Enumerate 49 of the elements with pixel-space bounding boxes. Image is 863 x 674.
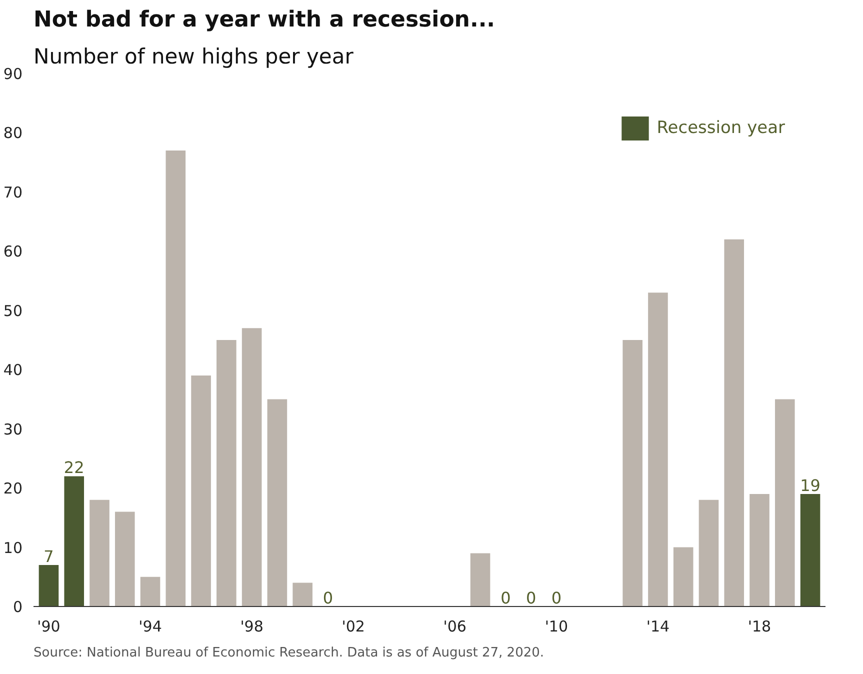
bar — [800, 494, 820, 606]
bar — [90, 500, 110, 606]
bar — [38, 565, 59, 606]
y-tick-label: 60 — [3, 242, 23, 261]
y-tick-label: 20 — [3, 480, 23, 498]
bar — [292, 582, 312, 606]
x-tick-label: '10 — [544, 618, 568, 636]
x-tick-label: '98 — [240, 618, 264, 636]
data-label: 19 — [800, 476, 820, 495]
y-tick-label: 40 — [3, 361, 23, 380]
data-label: 0 — [500, 588, 511, 608]
y-tick-label: 0 — [12, 598, 23, 616]
source-note: Source: National Bureau of Economic Research. Data is as of August 27, 2020. — [34, 646, 544, 660]
y-tick-label: 30 — [3, 420, 23, 438]
bar — [64, 476, 84, 606]
bar — [648, 292, 668, 606]
x-tick-label: '06 — [443, 618, 466, 636]
bar — [698, 500, 719, 606]
bar — [191, 376, 211, 606]
bar — [470, 553, 490, 606]
bar — [724, 239, 744, 606]
bar — [267, 399, 288, 606]
bar — [242, 328, 262, 606]
data-label: 7 — [44, 547, 54, 566]
bar — [774, 399, 795, 606]
chart-title: Not bad for a year with a recession... — [34, 8, 496, 32]
legend-label: Recession year — [656, 118, 785, 138]
bar — [750, 494, 770, 606]
bar — [166, 150, 186, 606]
data-label: 0 — [322, 588, 334, 608]
x-tick-label: '94 — [138, 618, 162, 636]
x-tick-label: '14 — [646, 618, 670, 636]
data-label: 0 — [526, 588, 536, 608]
bar — [140, 576, 160, 606]
bar — [673, 547, 694, 606]
chart-subtitle: Number of new highs per year — [34, 44, 354, 68]
y-tick-label: 10 — [3, 538, 23, 557]
bar — [114, 512, 135, 606]
bar — [216, 340, 236, 606]
data-label: 22 — [64, 458, 84, 478]
x-tick-label: '90 — [37, 618, 60, 636]
x-tick-label: '02 — [342, 618, 365, 636]
y-tick-label: 80 — [3, 124, 23, 142]
y-tick-label: 70 — [3, 183, 23, 202]
y-tick-label: 50 — [3, 302, 23, 320]
data-label: 0 — [551, 588, 562, 608]
x-tick-label: '18 — [748, 618, 772, 636]
bar — [622, 340, 642, 606]
y-tick-label: 90 — [3, 65, 23, 83]
